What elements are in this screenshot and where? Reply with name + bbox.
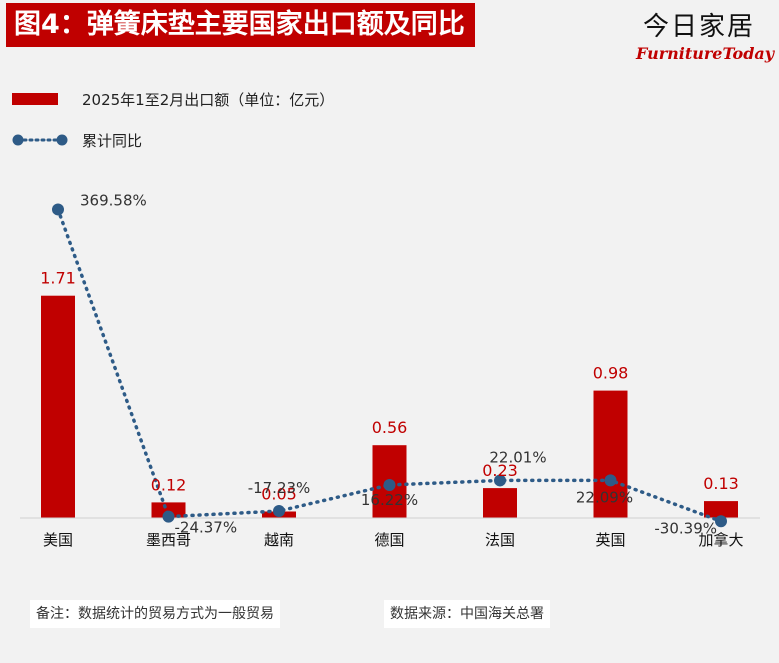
line-point <box>162 510 175 523</box>
category-label: 墨西哥 <box>146 531 191 549</box>
legend-item-line: 累计同比 <box>12 129 142 151</box>
legend-line-label: 累计同比 <box>82 131 143 150</box>
bar <box>41 295 75 518</box>
line-value-label: -24.37% <box>175 519 238 537</box>
note-trade-mode: 备注：数据统计的贸易方式为一般贸易 <box>30 600 280 628</box>
bar <box>151 502 186 518</box>
line-point <box>52 203 64 216</box>
bar <box>483 488 517 518</box>
legend-bar-swatch <box>12 93 58 105</box>
bar-value-label: 1.71 <box>40 269 76 288</box>
line-point <box>383 478 396 491</box>
line-value-label: -30.39% <box>654 519 717 537</box>
bar <box>704 501 738 518</box>
line-point <box>604 474 617 487</box>
line-value-label: 16.22% <box>361 491 418 509</box>
combo-chart: 1.71 0.12 0.05 0.56 0.23 0.98 0.13 369.58% -24.3… <box>20 191 760 549</box>
brand-logo-en: FurnitureToday <box>636 44 775 63</box>
note-data-source: 数据来源：中国海关总署 <box>384 600 550 628</box>
chart-title: 图4：弹簧床垫主要国家出口额及同比 <box>6 3 475 47</box>
category-label: 德国 <box>374 531 404 549</box>
bar-value-label: 0.98 <box>593 364 629 383</box>
brand-logo-cn: 今日家居 <box>642 12 755 42</box>
category-label: 越南 <box>264 531 294 549</box>
bar-value-label: 0.23 <box>482 461 518 480</box>
line-value-label: -17.23% <box>248 479 311 497</box>
bar-value-label: 0.12 <box>151 475 187 494</box>
legend-line-swatch <box>12 134 68 146</box>
category-label: 加拿大 <box>698 531 743 549</box>
category-label: 英国 <box>595 531 625 549</box>
line-point <box>273 505 285 518</box>
line-value-label: 22.09% <box>576 488 633 506</box>
legend-bar-label: 2025年1至2月出口额（单位：亿元） <box>82 90 335 109</box>
bar-value-label: 0.05 <box>261 485 297 504</box>
line-point <box>715 515 727 528</box>
bar-value-label: 0.56 <box>372 418 408 437</box>
line-value-label: 22.01% <box>489 448 546 466</box>
bar <box>593 390 628 518</box>
legend-item-bar: 2025年1至2月出口额（单位：亿元） <box>12 88 334 110</box>
bar-value-label: 0.13 <box>703 474 739 493</box>
line-point <box>494 474 506 487</box>
category-label: 法国 <box>485 531 515 549</box>
category-label: 美国 <box>43 531 73 549</box>
line-value-label: 369.58% <box>80 191 147 209</box>
